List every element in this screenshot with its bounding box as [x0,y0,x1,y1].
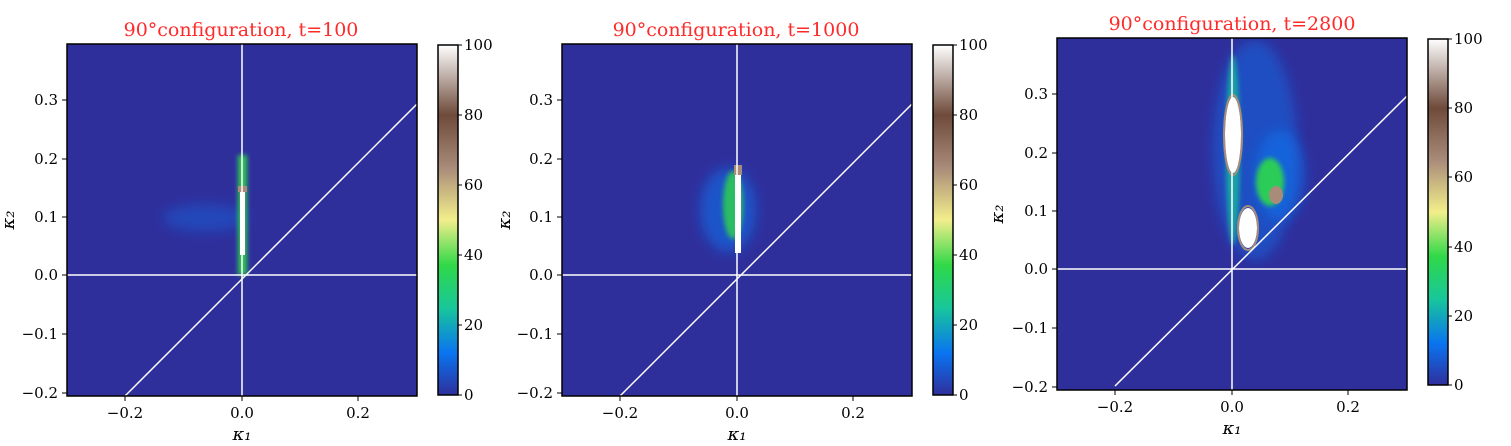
panel-2-xtick-label: 0.0 [725,404,749,422]
panel-2-colorbar-label: 20 [959,316,978,334]
panel-3-ytick-label: −0.2 [1012,378,1048,396]
panel-3-colorbar: 100 80 60 40 20 0 [1427,30,1483,394]
panel-3: 90°configuration, t=2800 −0.2 0.0 0.2 0.… [987,13,1483,439]
panel-1-ticks [62,99,359,401]
panel-2-ytick-label: 0.1 [529,208,553,226]
panel-1-xtick-label: 0.0 [230,404,254,422]
panel-3-title: 90°configuration, t=2800 [1109,13,1356,35]
panel-3-colorbar-label: 40 [1454,238,1473,256]
panel-1-colorbar: 100 80 60 40 20 0 [437,36,493,404]
panel-1-diagonal-line [124,103,418,397]
panel-1-density-haze [163,204,247,232]
panel-2-density [700,165,756,253]
panel-2-colorbar-label: 60 [959,176,978,194]
panel-1-xtick-label: −0.2 [107,404,143,422]
panel-3-ticks [1052,93,1349,395]
panel-3-density [1213,40,1305,260]
panel-3-colorbar-label: 60 [1454,168,1473,186]
panel-1: 90°configuration, t=100 −0.2 0.0 0.2 0.3… [0,19,493,445]
panel-1-colorbar-label: 60 [464,176,483,194]
panel-1-ylabel: κ₂ [0,210,19,230]
panel-3-density-upper-lobe [1225,97,1241,173]
panel-3-diagonal-line [1114,95,1408,387]
panel-2-ytick-label: 0.3 [529,91,553,109]
panel-3-colorbar-label: 80 [1454,99,1473,117]
panel-3-xtick-label: 0.0 [1220,398,1244,416]
panel-2-density-rim [734,165,742,175]
panel-3-ylabel: κ₂ [987,204,1008,224]
panel-3-xtick-label: −0.2 [1097,398,1133,416]
panel-1-ytick-label: −0.1 [22,325,58,343]
panel-2-colorbar-label: 100 [959,36,988,54]
panel-1-ytick-label: 0.1 [34,208,58,226]
panel-1-colorbar-label: 80 [464,106,483,124]
panel-1-ytick-label: 0.3 [34,91,58,109]
panel-3-density-lower-lobe-edge [1237,205,1259,251]
panel-2-colorbar-label: 80 [959,106,978,124]
panel-2-title: 90°configuration, t=1000 [613,19,860,41]
panel-2-ticks [557,99,854,401]
panel-2-density-core [735,175,741,253]
panel-3-density-lower-lobe [1239,208,1257,248]
panel-2-diagonal-line [619,103,913,397]
panel-2-ylabel: κ₂ [494,210,515,230]
panel-3-colorbar-label: 0 [1454,376,1464,394]
panel-2-colorbar: 100 80 60 40 20 0 [932,36,988,404]
panel-3-ytick-label: 0.1 [1024,202,1048,220]
panel-2-ytick-label: −0.1 [517,325,553,343]
panel-3-ytick-label: 0.3 [1024,85,1048,103]
panel-3-colorbar-label: 20 [1454,307,1473,325]
panel-3-density-upper-lobe-edge [1223,94,1243,176]
panel-1-ytick-label: −0.2 [22,384,58,402]
panel-3-xtick-label: 0.2 [1336,398,1360,416]
panel-3-density-right-lobe-core [1269,186,1283,204]
panel-1-xtick-label: 0.2 [346,404,370,422]
panel-2-xlabel: κ₁ [726,424,746,445]
panel-1-colorbar-label: 40 [464,246,483,264]
panel-1-title: 90°configuration, t=100 [124,19,359,41]
panel-1-ytick-label: 0.0 [34,266,58,284]
panel-2-ytick-label: 0.0 [529,266,553,284]
panel-2-colorbar-label: 0 [959,386,969,404]
panel-1-colorbar-label: 100 [464,36,493,54]
panel-2-xtick-label: 0.2 [841,404,865,422]
panel-2: 90°configuration, t=1000 −0.2 0.0 0.2 0.… [494,19,988,445]
panel-3-colorbar-label: 100 [1454,30,1483,48]
panel-2-colorbar-label: 40 [959,246,978,264]
panel-1-ytick-label: 0.2 [34,150,58,168]
panel-1-xlabel: κ₁ [231,424,251,445]
panel-1-colorbar-label: 20 [464,316,483,334]
panel-2-ytick-label: −0.2 [517,384,553,402]
panel-3-ytick-label: 0.0 [1024,260,1048,278]
panel-3-xlabel: κ₁ [1221,418,1241,439]
panel-2-ytick-label: 0.2 [529,150,553,168]
panel-2-xtick-label: −0.2 [602,404,638,422]
panel-3-ytick-label: 0.2 [1024,144,1048,162]
panel-1-colorbar-label: 0 [464,386,474,404]
panel-3-ytick-label: −0.1 [1012,319,1048,337]
